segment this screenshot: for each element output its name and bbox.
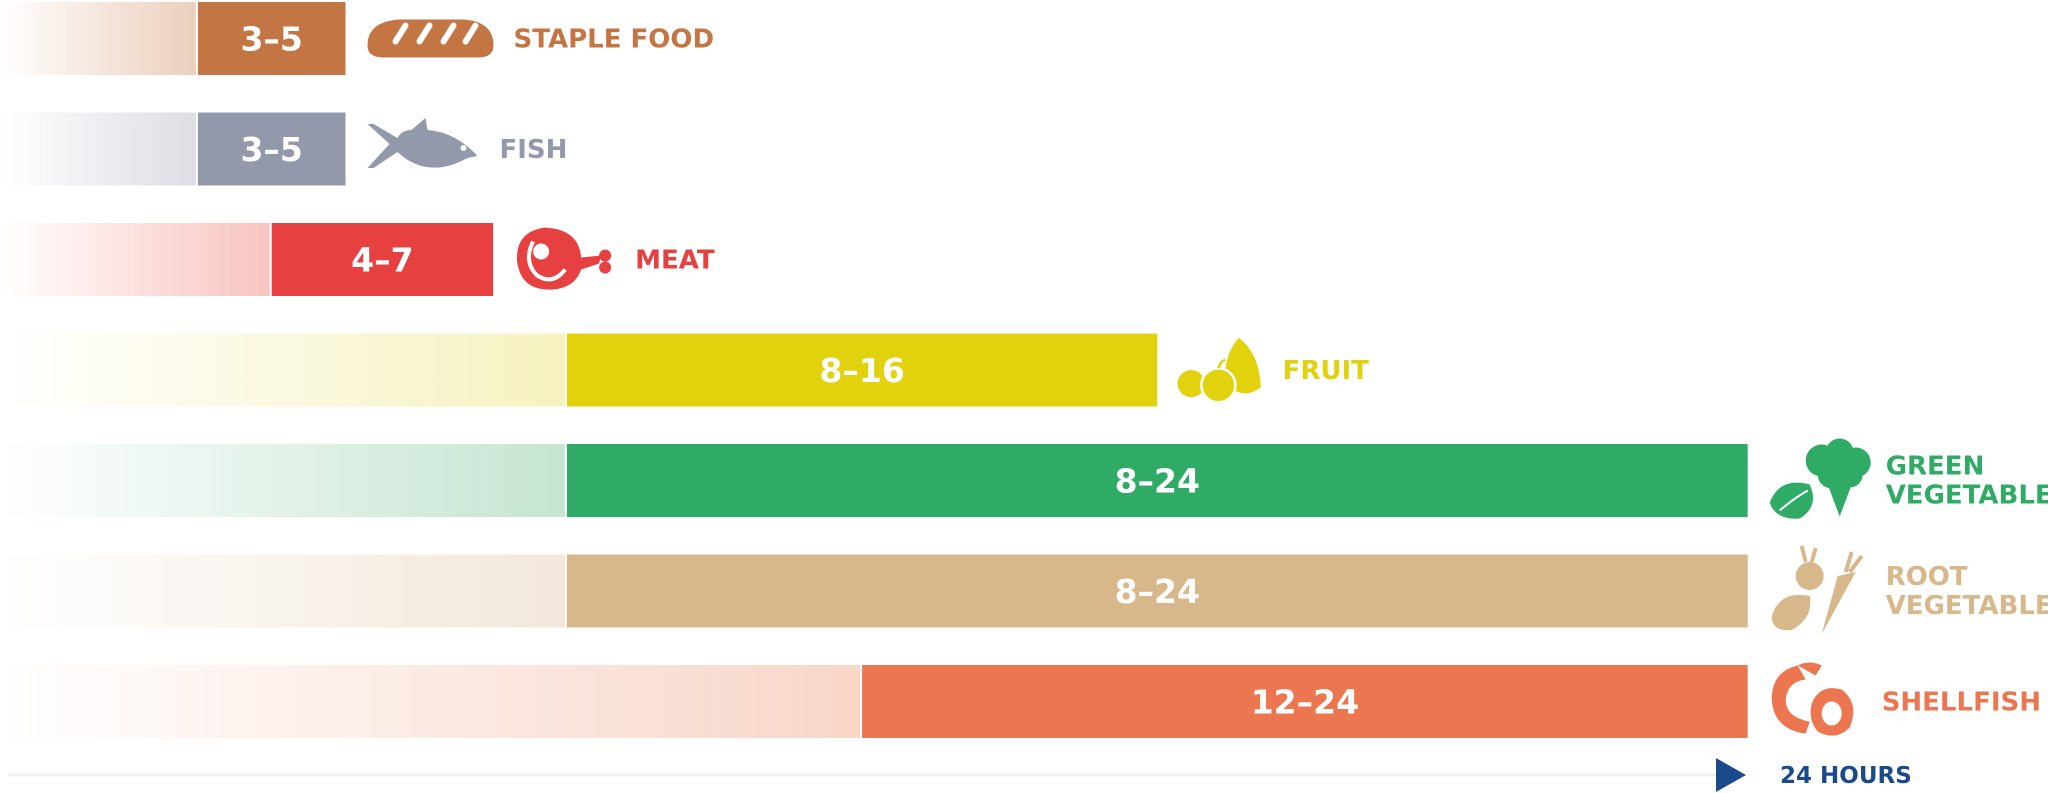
bar xyxy=(566,444,1748,517)
chart-row: 8–16 FRUIT xyxy=(0,333,1370,407)
fruit-icon xyxy=(1177,337,1261,404)
bar xyxy=(566,554,1748,628)
bar-lead-fade xyxy=(0,2,196,75)
category-label: ROOT VEGETABLE xyxy=(1886,562,2048,621)
bar-value-label: 8–24 xyxy=(1115,462,1200,501)
bar-lead-fade xyxy=(0,223,270,296)
bar-value-label: 4–7 xyxy=(351,241,413,280)
fish-icon xyxy=(367,118,478,168)
bar-value-label: 8–24 xyxy=(1115,572,1200,611)
chart-row: 8–24 ROOT VEGETABLE xyxy=(0,545,2048,634)
axis-unit-label: 24 HOURS xyxy=(1780,763,1912,789)
bar-lead-fade xyxy=(0,112,196,186)
chart-row: 12–24 SHELLFISH xyxy=(0,662,2041,738)
axis-arrow-icon xyxy=(1716,758,1746,792)
category-label: FISH xyxy=(500,135,568,165)
bar xyxy=(197,2,346,75)
carrot-icon xyxy=(1771,545,1864,634)
category-label: GREEN VEGETABLE xyxy=(1886,452,2048,511)
category-label: MEAT xyxy=(635,246,715,276)
chart-row: 3–5 FISH xyxy=(0,112,568,186)
bar xyxy=(566,333,1158,407)
bar-lead-fade xyxy=(0,554,565,628)
bar xyxy=(197,112,346,186)
bar-value-label: 8–16 xyxy=(819,351,904,390)
bread-icon xyxy=(367,19,494,58)
category-label: STAPLE FOOD xyxy=(514,25,715,55)
bar xyxy=(862,665,1748,738)
broccoli-icon xyxy=(1769,438,1871,519)
chart-row: 4–7 MEAT xyxy=(0,223,715,296)
category-label: SHELLFISH xyxy=(1882,688,2041,718)
bar-value-label: 3–5 xyxy=(240,20,302,59)
bar xyxy=(271,223,494,296)
ham-icon xyxy=(516,227,612,290)
bar-value-label: 12–24 xyxy=(1251,683,1359,722)
category-label: FRUIT xyxy=(1283,356,1370,386)
chart-row: 3–5 STAPLE FOOD xyxy=(0,2,714,75)
bar-lead-fade xyxy=(0,665,861,738)
bar-lead-fade xyxy=(0,444,565,517)
bar-value-label: 3–5 xyxy=(240,130,302,169)
shrimp-icon xyxy=(1771,662,1854,736)
chart-row: 8–24 GREEN VEGETABLE xyxy=(0,438,2048,519)
bar-lead-fade xyxy=(0,333,565,407)
